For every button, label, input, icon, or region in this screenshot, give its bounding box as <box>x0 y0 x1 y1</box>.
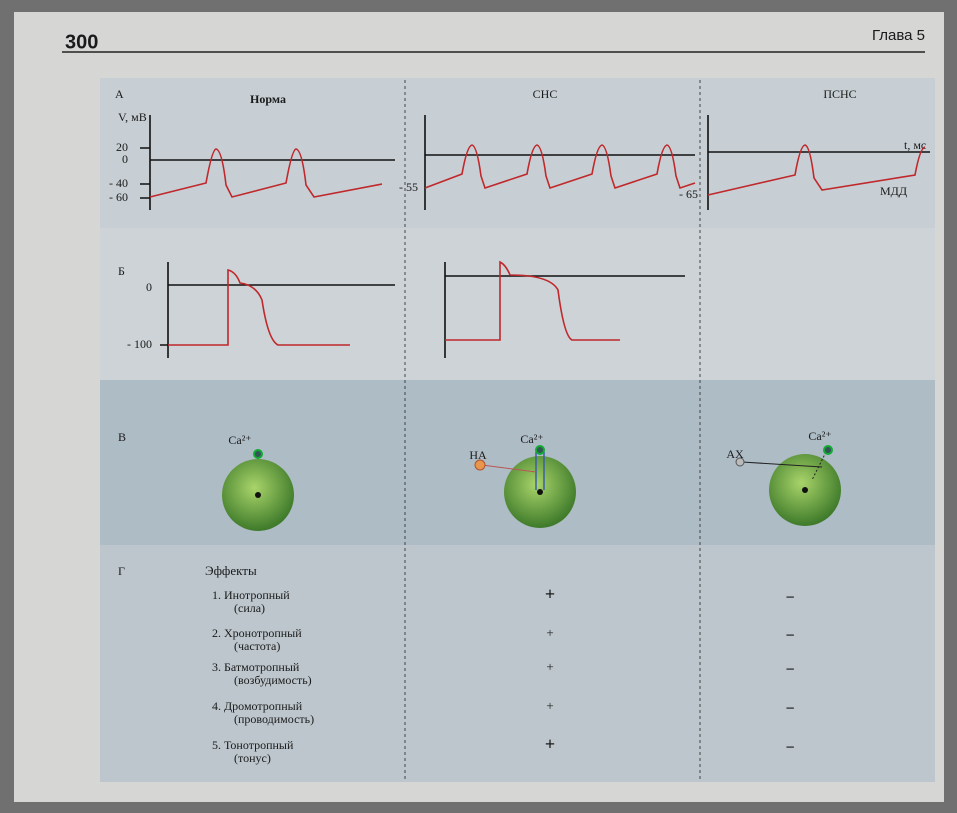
effect-name: 1. Инотропный <box>212 588 290 602</box>
effect-note: (возбудимость) <box>234 673 312 687</box>
effect-name: 2. Хронотропный <box>212 626 302 640</box>
column-title: СНС <box>533 87 558 101</box>
panel-label: А <box>115 87 124 101</box>
tick-label: - 65 <box>679 187 698 201</box>
psns-sign: − <box>785 662 794 679</box>
psns-sign: − <box>785 740 794 757</box>
effect-name: 3. Батмотропный <box>212 660 300 674</box>
mediator-label: НА <box>469 448 487 462</box>
tick-label: - 100 <box>127 337 152 351</box>
effect-note: (проводимость) <box>234 712 314 726</box>
page: 300 Глава 5 А Норма СНС ПСНС V, мВ 20 0 … <box>0 0 957 813</box>
ion-label: Ca²⁺ <box>520 432 543 446</box>
axis-label: V, мВ <box>118 110 147 124</box>
psns-sign: − <box>785 628 794 645</box>
sns-sign: + <box>546 659 553 674</box>
tick-label: - 55 <box>399 180 418 194</box>
tick-label: - 40 <box>109 176 128 190</box>
tick-label: 0 <box>146 280 152 294</box>
ion-label: Ca²⁺ <box>808 429 831 443</box>
effect-note: (частота) <box>234 639 280 653</box>
sns-sign: + <box>545 584 555 604</box>
panel-label: В <box>118 430 126 444</box>
column-title: ПСНС <box>823 87 856 101</box>
tick-label: 0 <box>122 152 128 166</box>
annotation: МДД <box>880 184 907 198</box>
psns-sign: − <box>785 590 794 607</box>
page-number: 300 <box>65 31 98 53</box>
sns-sign: + <box>546 698 553 713</box>
effect-note: (сила) <box>234 601 265 615</box>
panel-b-bg <box>100 228 935 380</box>
psns-sign: − <box>785 701 794 718</box>
effect-name: 4. Дромотропный <box>212 699 303 713</box>
chapter: Глава 5 <box>872 27 925 44</box>
effect-note: (тонус) <box>234 751 271 765</box>
tick-label: - 60 <box>109 190 128 204</box>
effects-heading: Эффекты <box>205 563 257 578</box>
panel-label: Б <box>118 264 125 278</box>
sns-sign: + <box>546 625 553 640</box>
ion-label: Ca²⁺ <box>228 433 251 447</box>
effect-name: 5. Тонотропный <box>212 738 294 752</box>
sns-sign: + <box>545 734 555 754</box>
column-title: Норма <box>250 92 286 106</box>
mediator-label: АХ <box>726 447 744 461</box>
panel-label: Г <box>118 564 125 578</box>
